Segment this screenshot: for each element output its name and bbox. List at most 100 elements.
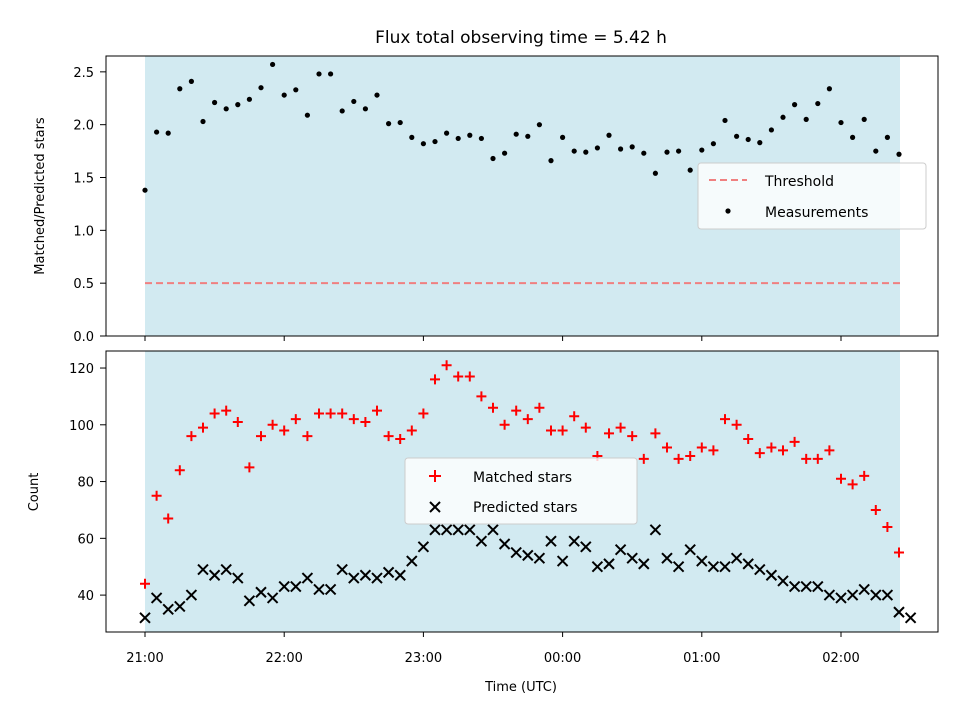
matched-legend-marker — [429, 470, 441, 482]
measurement-point — [884, 134, 891, 140]
predicted-stars-point — [568, 535, 580, 547]
predicted-stars-point — [591, 561, 604, 573]
predicted-stars-point — [452, 524, 464, 536]
matched-stars-point — [778, 445, 788, 456]
threshold-legend-label: Threshold — [764, 174, 834, 190]
matched-stars-point — [372, 405, 382, 416]
measurement-point — [618, 146, 624, 152]
measurement-point — [455, 135, 461, 142]
matched-stars-point — [290, 414, 301, 425]
x-axis-label: Time (UTC) — [484, 680, 557, 695]
measurement-point — [142, 187, 148, 193]
predicted-legend-label: Predicted stars — [473, 500, 578, 516]
matched-stars-point — [453, 371, 464, 382]
predicted-stars-point — [638, 558, 650, 570]
matched-stars-point — [615, 422, 626, 433]
matched-stars-point — [720, 414, 730, 425]
measurement-point — [861, 116, 867, 122]
x-tick-label: 22:00 — [265, 651, 302, 666]
measurement-point — [304, 112, 310, 118]
x-tick-label: 21:00 — [126, 651, 163, 666]
predicted-stars-point — [893, 606, 905, 618]
predicted-stars-point — [162, 603, 174, 616]
measurement-point — [560, 134, 566, 140]
ratio-y-tick-label: 2.0 — [73, 119, 94, 134]
matched-stars-point — [673, 453, 684, 464]
measurement-point — [374, 92, 380, 98]
matched-stars-point — [522, 414, 533, 425]
ratio-plot-frame — [105, 55, 939, 337]
matched-stars-point — [696, 442, 707, 453]
predicted-stars-point — [498, 538, 511, 550]
predicted-stars-point — [382, 566, 395, 579]
measurement-point — [606, 132, 612, 138]
predicted-stars-point — [904, 612, 917, 624]
predicted-stars-point — [197, 563, 209, 576]
predicted-stars-point — [858, 583, 870, 596]
counts-y-tick-label: 120 — [69, 362, 94, 377]
predicted-stars-point — [533, 552, 546, 564]
predicted-stars-point — [545, 535, 557, 547]
predicted-stars-point — [800, 580, 812, 593]
matched-stars-point — [383, 431, 394, 442]
measurement-point — [571, 148, 577, 154]
measurement-point — [212, 99, 218, 106]
predicted-stars-point — [580, 541, 592, 553]
matched-stars-point — [824, 445, 835, 456]
matched-stars-point — [743, 433, 754, 444]
x-tick-label: 01:00 — [683, 651, 720, 666]
measurement-point — [235, 102, 241, 108]
counts-plot-frame — [105, 350, 939, 633]
predicted-stars-point — [823, 589, 836, 601]
matched-stars-point — [337, 408, 348, 419]
counts-y-tick-label: 100 — [69, 419, 94, 434]
measurement-point — [478, 135, 484, 142]
matched-stars-point — [302, 431, 313, 442]
matched-stars-point — [360, 416, 371, 427]
measurement-point — [676, 148, 682, 154]
matched-stars-point — [186, 431, 197, 442]
predicted-stars-point — [359, 569, 372, 581]
matched-stars-point — [244, 462, 255, 473]
predicted-stars-point — [348, 572, 360, 584]
measurement-point — [699, 147, 705, 153]
ratio-panel: 0.0 0.5 1.0 1.5 2.0 2.5 Matched/Predicted sta… — [33, 55, 939, 345]
predicted-stars-point — [707, 561, 720, 573]
matched-stars-point — [546, 425, 556, 436]
matched-stars-point — [870, 504, 881, 515]
measurements-legend-label: Measurements — [765, 205, 868, 221]
matched-stars-point — [836, 473, 846, 484]
matched-stars-point — [569, 411, 580, 422]
measurement-point — [223, 106, 229, 112]
predicted-stars-point — [765, 569, 778, 581]
predicted-stars-point — [649, 524, 662, 536]
measurement-point — [548, 158, 554, 164]
predicted-stars-point — [278, 580, 290, 593]
matched-stars-point — [557, 425, 568, 436]
matched-stars-point — [894, 547, 904, 558]
predicted-stars-point — [301, 572, 314, 584]
predicted-stars-point — [406, 555, 418, 567]
measurement-point — [258, 85, 264, 91]
predicted-stars-point — [417, 541, 430, 553]
matched-stars-point — [221, 405, 232, 416]
measurement-point — [652, 170, 659, 176]
counts-y-tick-label: 40 — [77, 589, 94, 604]
matched-stars-point — [151, 490, 162, 501]
chart-title: Flux total observing time = 5.42 h — [375, 28, 667, 48]
x-tick-label: 02:00 — [822, 651, 859, 666]
measurement-point — [583, 149, 589, 155]
predicted-stars-point — [336, 563, 348, 576]
predicted-stars-point — [510, 546, 522, 559]
measurement-point — [293, 87, 299, 93]
matched-stars-point — [766, 442, 777, 453]
matched-stars-point — [847, 479, 858, 490]
matched-stars-point — [580, 422, 591, 433]
measurement-point — [502, 150, 508, 156]
counts-panel: 40 60 80 100 120 Count Matched stars Predict… — [27, 350, 939, 637]
counts-legend: Matched stars Predicted stars — [404, 457, 638, 525]
counts-legend-box — [404, 457, 638, 525]
predicted-stars-point — [754, 563, 766, 576]
matched-stars-point — [418, 408, 429, 419]
